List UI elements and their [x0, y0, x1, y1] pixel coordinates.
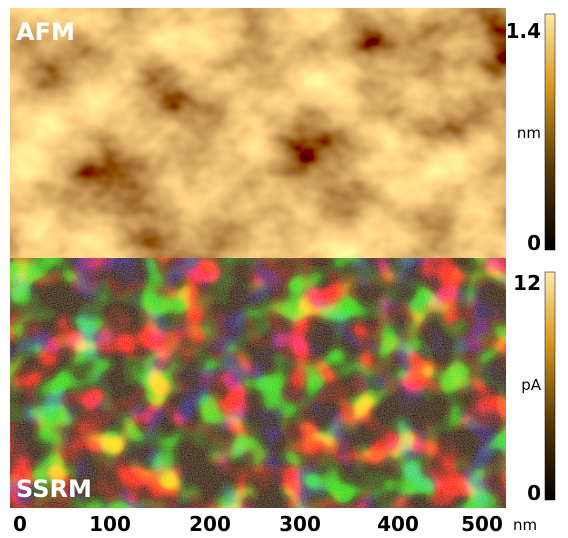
colorbar-unit: nm — [517, 124, 541, 142]
ssrm-image — [10, 258, 506, 508]
x-axis: 0 100 200 300 400 500 — [13, 512, 503, 536]
afm-image — [10, 8, 506, 258]
colorbar-min: 0 — [527, 481, 541, 505]
x-tick-label: 300 — [279, 512, 321, 536]
colorbar-max: 1.4 — [506, 19, 541, 43]
x-tick-label: 200 — [189, 512, 231, 536]
colorbar-max: 12 — [513, 271, 541, 295]
x-tick-label: 0 — [13, 512, 27, 536]
x-tick-label: 400 — [377, 512, 419, 536]
figure: AFM SSRM 1.4 nm 0 12 pA 0 0 100 200 300 400 5… — [0, 0, 568, 538]
panel-label: SSRM — [16, 475, 92, 503]
x-tick-label: 500 — [461, 512, 503, 536]
x-axis-unit: nm — [513, 516, 537, 534]
colorbar-unit: pA — [521, 376, 542, 394]
x-tick-label: 100 — [89, 512, 131, 536]
colorbar — [545, 14, 555, 250]
panel-label: AFM — [16, 18, 75, 46]
colorbar-min: 0 — [527, 231, 541, 255]
colorbar — [545, 272, 555, 500]
